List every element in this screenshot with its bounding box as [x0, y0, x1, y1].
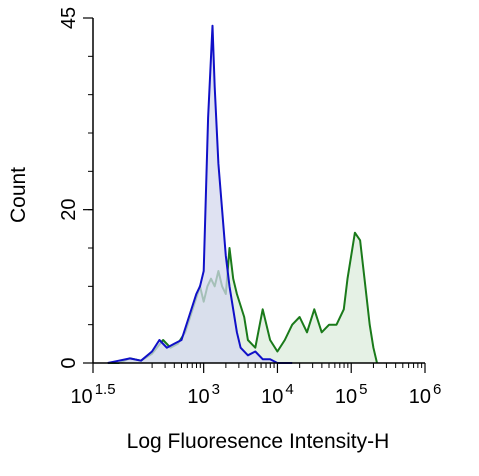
y-tick-label-2: 45 [58, 7, 80, 29]
series-1-area [107, 25, 293, 363]
y-axis-title: Count [7, 167, 30, 223]
x-tick-label-1: 10 3 [187, 381, 220, 408]
ticks-layer: 10 1.5 10 3 10 4 10 5 10 6 0 20 45 [58, 7, 441, 408]
axes-layer [92, 18, 425, 364]
x-tick-label-2: 10 4 [261, 381, 294, 408]
series-layer [107, 24, 378, 364]
x-tick-label-4: 10 6 [409, 381, 442, 408]
x-axis-title: Log Fluoresence Intensity-H [127, 430, 390, 453]
series-0-area [107, 232, 378, 363]
series-1-line [107, 24, 293, 364]
y-tick-label-1: 20 [58, 199, 80, 221]
y-tick-label-0: 0 [58, 357, 80, 368]
x-tick-label-3: 10 5 [335, 381, 368, 408]
x-tick-label-0: 10 1.5 [70, 381, 115, 408]
